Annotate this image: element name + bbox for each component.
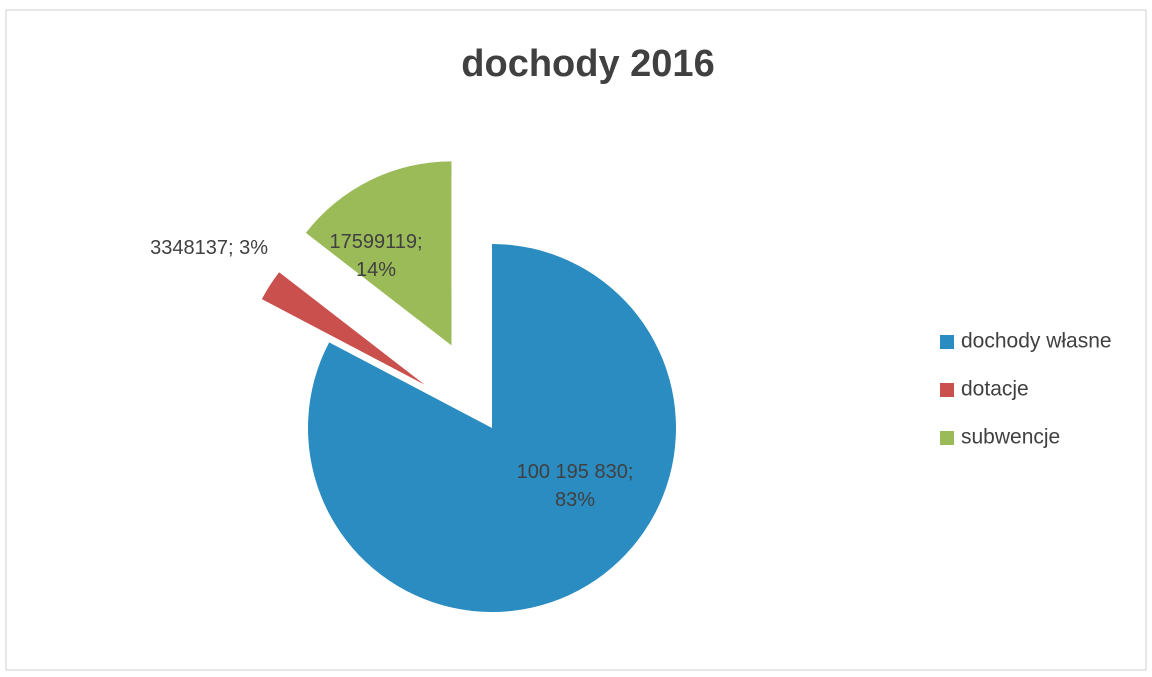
pie-slice: [307, 244, 676, 613]
data-label: 100 195 830; 83%: [516, 461, 634, 511]
data-label: 3348137; 3%: [150, 237, 268, 259]
legend-label: dotacje: [961, 378, 1029, 401]
legend-label: dochody własne: [961, 330, 1112, 353]
frame: [5, 9, 1147, 671]
pie-slice: [261, 272, 425, 385]
legend-label: subwencje: [961, 426, 1060, 449]
chart-title: dochody 2016: [461, 43, 714, 85]
legend-swatch: [940, 335, 954, 349]
pie-slice: [305, 161, 452, 346]
legend-swatch: [940, 383, 954, 397]
legend-swatch: [940, 431, 954, 445]
data-label: 17599119; 14%: [329, 231, 423, 281]
